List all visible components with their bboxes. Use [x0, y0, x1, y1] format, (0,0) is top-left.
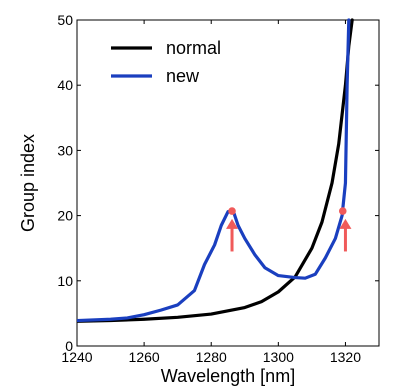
x-tick-label: 1280 [196, 349, 227, 365]
x-tick-label: 1260 [129, 349, 160, 365]
y-tick-label: 30 [57, 142, 73, 158]
x-tick-label: 1320 [330, 349, 361, 365]
y-tick-label: 20 [57, 208, 73, 224]
series-group [77, 18, 354, 323]
y-tick-label: 10 [57, 273, 73, 289]
y-tick-label: 40 [57, 77, 73, 93]
frame-layer [76, 19, 380, 347]
x-tick-label: 1240 [61, 349, 92, 365]
highlight-marker [228, 207, 236, 215]
x-axis-label: Wavelength [nm] [161, 366, 295, 386]
y-tick-label: 50 [57, 12, 73, 28]
x-tick-label: 1300 [263, 349, 294, 365]
labels-layer: 1240 1260 1280 1300 1320 0 10 20 30 40 50 Wavelengt… [18, 12, 361, 386]
highlight-marker [338, 207, 347, 215]
series-layer [77, 18, 354, 323]
plot-frame [76, 19, 380, 347]
y-tick-label: 0 [65, 338, 73, 354]
ticks-layer [76, 19, 379, 347]
legend-label-normal: normal [166, 38, 221, 58]
arrow-head [226, 218, 239, 229]
series-line-normal [77, 18, 354, 323]
legend-label-new: new [166, 66, 200, 86]
series-line-new [77, 18, 351, 323]
y-axis-label: Group index [18, 134, 38, 232]
legend-layer: normal new [111, 38, 221, 86]
annotation-layer [226, 207, 352, 252]
arrow-head [339, 218, 352, 229]
